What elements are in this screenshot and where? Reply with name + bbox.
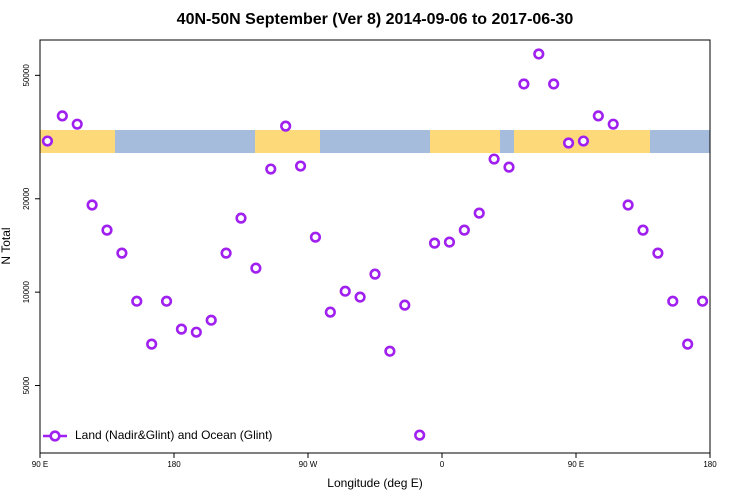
data-point bbox=[86, 199, 98, 211]
data-point bbox=[131, 295, 143, 307]
data-point bbox=[369, 268, 381, 280]
data-point bbox=[56, 110, 68, 122]
y-tick-label: 5000 bbox=[22, 376, 31, 394]
data-point bbox=[175, 323, 188, 335]
data-point bbox=[533, 48, 545, 60]
data-point bbox=[443, 236, 456, 248]
ocean-band bbox=[320, 130, 430, 153]
data-point bbox=[354, 291, 366, 303]
data-point bbox=[146, 338, 158, 350]
data-point bbox=[280, 120, 292, 132]
x-tick-label: 90 E bbox=[32, 460, 48, 469]
x-tick-label: 180 bbox=[167, 460, 181, 469]
y-axis-label: N Total bbox=[0, 227, 13, 264]
x-tick-label: 90 E bbox=[568, 460, 584, 469]
data-point bbox=[473, 207, 485, 219]
data-point bbox=[116, 247, 128, 259]
plot-frame bbox=[39, 39, 711, 454]
data-point bbox=[488, 153, 500, 165]
y-tick-label: 50000 bbox=[22, 64, 31, 87]
data-point bbox=[250, 262, 262, 274]
x-tick-label: 180 bbox=[703, 460, 717, 469]
map-strip bbox=[40, 130, 710, 153]
data-point bbox=[160, 295, 173, 307]
data-point bbox=[562, 137, 575, 149]
data-point bbox=[652, 247, 664, 259]
data-point bbox=[458, 224, 470, 236]
data-point bbox=[428, 237, 441, 249]
legend-label: Land (Nadir&Glint) and Ocean (Glint) bbox=[75, 428, 272, 442]
data-point bbox=[205, 314, 217, 326]
data-point bbox=[101, 224, 113, 236]
data-point bbox=[667, 295, 679, 307]
x-tick-label: 90 W bbox=[299, 460, 318, 469]
y-tick-label: 10000 bbox=[22, 280, 31, 303]
data-point bbox=[696, 295, 709, 307]
data-point bbox=[71, 118, 83, 130]
data-point bbox=[503, 161, 515, 173]
data-point bbox=[235, 212, 247, 224]
ocean-band bbox=[115, 130, 255, 153]
ocean-band bbox=[500, 130, 514, 153]
data-point bbox=[607, 118, 619, 130]
data-point bbox=[384, 345, 396, 357]
y-tick-label: 20000 bbox=[22, 187, 31, 210]
data-point bbox=[339, 285, 351, 297]
x-axis-label: Longitude (deg E) bbox=[327, 476, 422, 490]
data-point bbox=[518, 78, 530, 90]
data-point bbox=[637, 224, 649, 236]
data-point bbox=[220, 247, 232, 259]
data-point bbox=[414, 429, 426, 441]
data-point bbox=[265, 163, 277, 175]
data-point bbox=[324, 306, 336, 318]
chart-title: 40N-50N September (Ver 8) 2014-09-06 to … bbox=[177, 11, 574, 28]
data-point bbox=[622, 199, 634, 211]
data-point bbox=[190, 326, 202, 338]
data-point bbox=[548, 78, 560, 90]
data-point bbox=[294, 160, 307, 172]
data-point bbox=[592, 110, 604, 122]
legend-item: Land (Nadir&Glint) and Ocean (Glint) bbox=[43, 428, 272, 442]
x-tick-label: 0 bbox=[440, 460, 445, 469]
data-point bbox=[682, 338, 694, 350]
ocean-band bbox=[650, 130, 710, 153]
data-point bbox=[399, 299, 411, 311]
data-point bbox=[41, 135, 54, 147]
legend-marker bbox=[49, 430, 61, 442]
data-point bbox=[577, 135, 590, 147]
data-point bbox=[309, 231, 322, 243]
